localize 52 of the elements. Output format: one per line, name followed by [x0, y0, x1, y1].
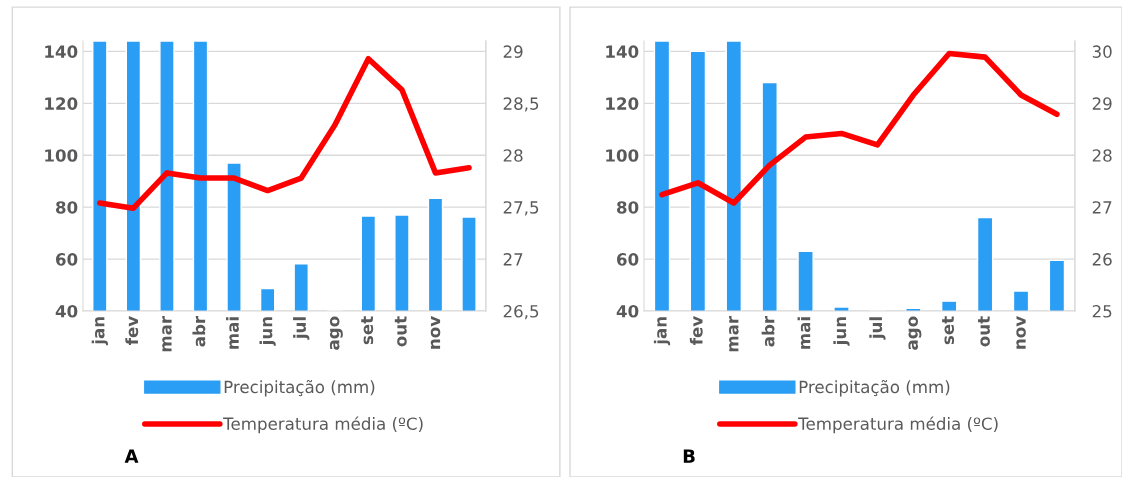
x-tick-label: fev: [689, 316, 703, 345]
x-tick-label: jul: [869, 317, 886, 340]
y-tick-label: 140: [606, 45, 639, 58]
y2-tick-label: 27: [1092, 201, 1112, 214]
y-tick-label: 120: [45, 97, 78, 110]
x-tick-label: ago: [329, 316, 343, 350]
y2-tick-label: 29: [1092, 97, 1112, 110]
x-tick-label: nov: [430, 316, 441, 349]
y2-tick-label: 27,5: [503, 201, 539, 216]
y-tick-label: 140: [45, 45, 78, 58]
legend-label: Precipitação (mm): [799, 380, 950, 397]
y2-tick-label: 29: [503, 45, 523, 58]
x-tick-label: jan: [653, 317, 671, 346]
x-tick-label: mai: [797, 317, 811, 349]
x-tick-label: mar: [162, 315, 172, 352]
x-tick-label: jun: [259, 317, 276, 346]
x-tick-label: jul: [293, 317, 310, 340]
y2-tick-label: 28: [1092, 149, 1112, 162]
legend-label: Temperatura média (ºC): [223, 416, 423, 434]
y-tick-label: 100: [45, 149, 78, 162]
x-tick-label: fev: [125, 316, 139, 345]
legend-label: Temperatura média (ºC): [798, 416, 998, 434]
y2-tick-label: 30: [1092, 45, 1112, 58]
x-tick-label: mar: [729, 315, 739, 352]
x-tick-label: out: [394, 316, 407, 347]
x-tick-label: jan: [91, 317, 108, 346]
x-tick-label: mai: [226, 317, 239, 349]
y2-tick-label: 28: [503, 149, 523, 162]
y-tick-label: 100: [606, 149, 639, 162]
x-tick-label: abr: [761, 315, 775, 347]
y2-tick-label: 26,5: [503, 304, 539, 320]
x-tick-label: ago: [908, 316, 922, 350]
x-tick-label: set: [361, 316, 374, 345]
y-tick-label: 80: [55, 201, 78, 214]
x-tick-label: set: [942, 316, 955, 345]
x-tick-label: out: [978, 316, 990, 347]
y-tick-label: 60: [56, 253, 78, 266]
y-tick-label: 40: [55, 304, 78, 318]
text: B: [683, 449, 695, 463]
y-tick-label: 80: [616, 201, 639, 214]
text: A: [124, 449, 139, 463]
y2-tick-label: 25: [1092, 304, 1112, 318]
x-tick-label: nov: [1016, 316, 1026, 349]
y-tick-label: 60: [617, 253, 639, 266]
y-tick-label: 120: [606, 97, 639, 110]
y-tick-label: 40: [616, 304, 639, 318]
y2-tick-label: 28,5: [503, 97, 539, 112]
x-tick-label: abr: [192, 315, 206, 347]
y2-tick-label: 27: [503, 253, 523, 266]
y2-tick-label: 26: [1092, 253, 1112, 266]
x-tick-label: jun: [833, 317, 850, 346]
legend-label: Precipitação (mm): [224, 380, 375, 397]
